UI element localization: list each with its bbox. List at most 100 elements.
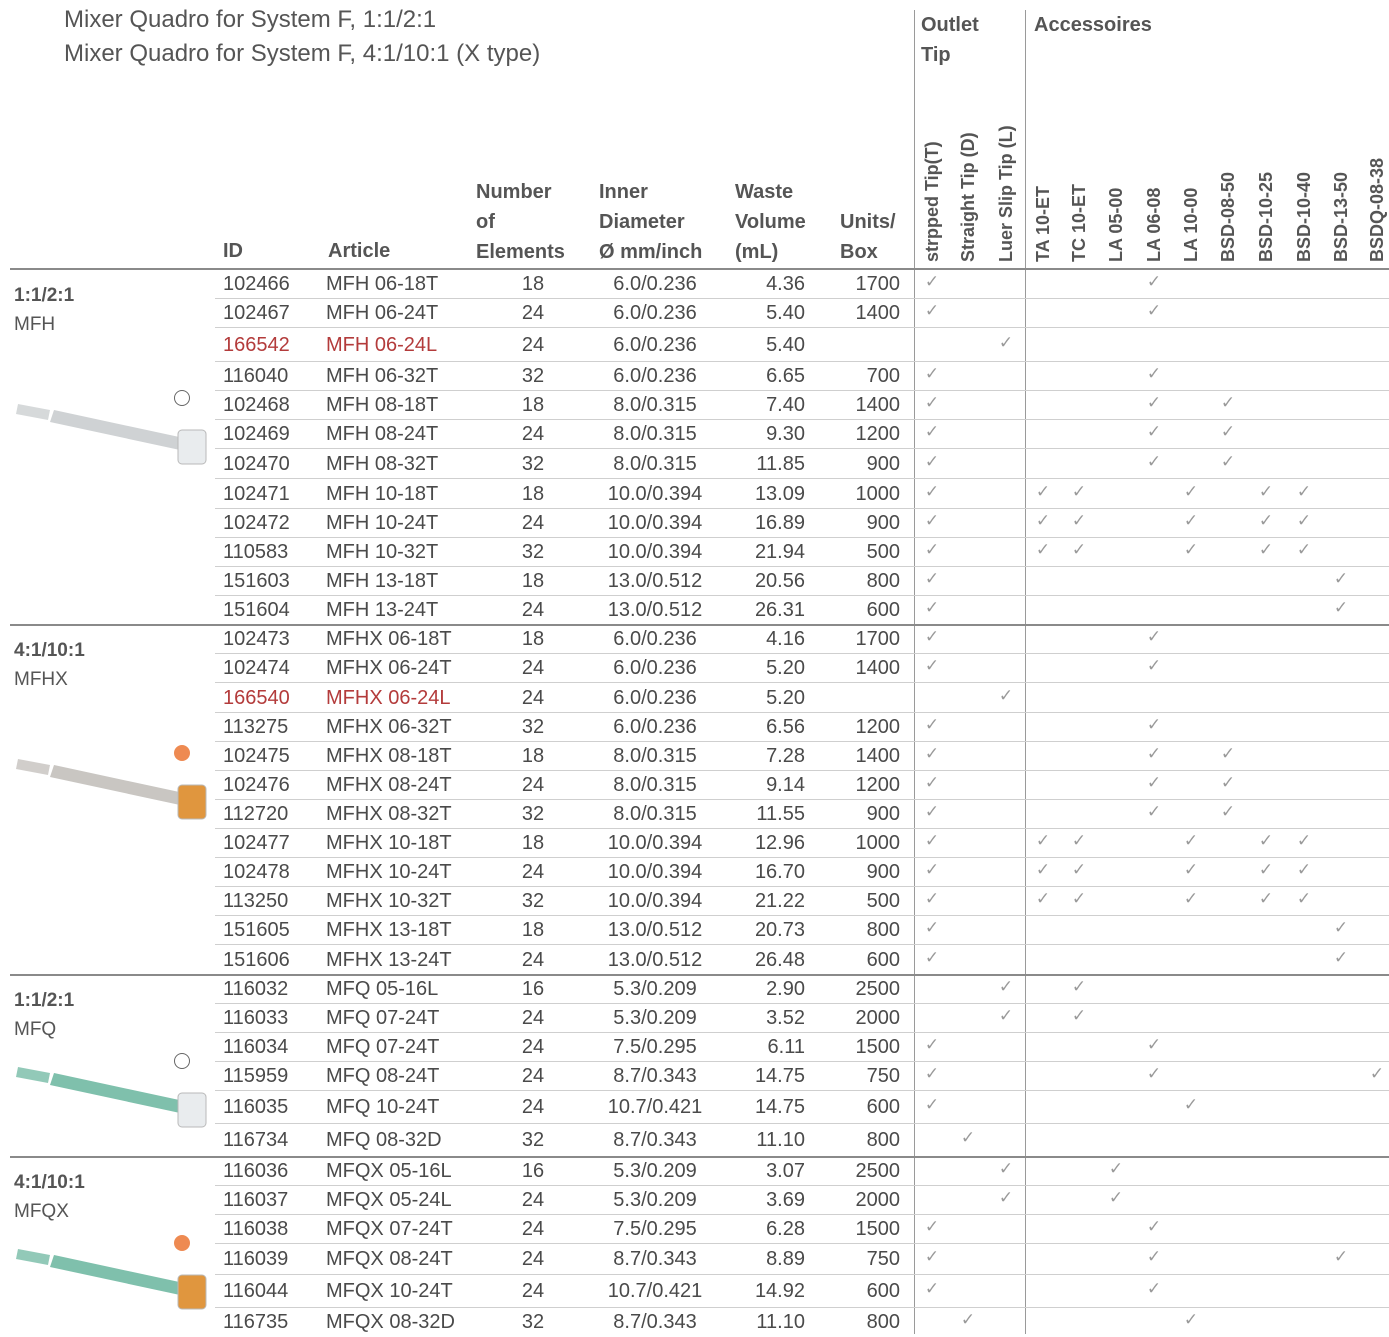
- row-separator: [215, 712, 1389, 713]
- cell-diameter: 10.0/0.394: [607, 861, 703, 883]
- header-diameter-line2: Diameter: [599, 211, 685, 233]
- table-row: 116040 MFH 06-32T 32 6.0/0.236 6.65 700 ✓ ✓: [0, 362, 1389, 391]
- header-accessories: Accessoires: [1034, 14, 1152, 36]
- row-separator: [215, 1307, 1389, 1308]
- cell-id: 116036: [223, 1160, 289, 1182]
- cell-diameter: 6.0/0.236: [613, 657, 697, 679]
- cell-diameter: 13.0/0.512: [607, 919, 703, 941]
- cell-units: 2000: [855, 1007, 901, 1029]
- cell-id: 102471: [223, 482, 290, 505]
- header-number-line2: of: [476, 211, 495, 233]
- cell-elements: 24: [521, 657, 545, 679]
- cell-elements: 32: [521, 1311, 545, 1333]
- row-separator: [215, 478, 1389, 479]
- table-row: 102472 MFH 10-24T 24 10.0/0.394 16.89 900 ✓ ✓ ✓ ✓…: [0, 509, 1389, 538]
- cell-article: MFQX 08-24T: [326, 1248, 453, 1270]
- group-code: MFQX: [14, 1201, 69, 1222]
- cell-elements: 24: [521, 1280, 545, 1302]
- cell-elements: 18: [521, 482, 545, 505]
- cell-article: MFHX 08-18T: [326, 745, 452, 767]
- cell-units: 1400: [855, 657, 901, 679]
- check-icon: ✓: [1296, 481, 1312, 501]
- cell-elements: 24: [521, 1036, 545, 1058]
- check-icon: ✓: [1333, 569, 1349, 588]
- cell-waste: 6.56: [766, 716, 805, 738]
- cell-units: 600: [866, 599, 900, 621]
- tip-col-header-6: LA 06-08: [1144, 187, 1164, 262]
- check-icon: ✓: [924, 1247, 940, 1266]
- cell-elements: 24: [521, 1248, 545, 1270]
- cell-elements: 18: [521, 745, 545, 767]
- cell-units: 600: [866, 948, 900, 971]
- subtitle-1: Mixer Quadro for System F, 1:1/2:1: [64, 6, 437, 33]
- cell-diameter: 6.0/0.236: [613, 333, 697, 356]
- cell-id: 102477: [223, 832, 290, 854]
- check-icon: ✓: [1146, 715, 1162, 734]
- table-row: 116032 MFQ 05-16L 16 5.3/0.209 2.90 2500 ✓ ✓: [0, 975, 1389, 1004]
- row-separator: [215, 508, 1389, 509]
- cell-waste: 9.14: [766, 774, 805, 796]
- group-separator: [10, 974, 1389, 976]
- cell-units: 2500: [855, 978, 901, 1000]
- check-icon: ✓: [924, 393, 940, 412]
- cell-units: 2000: [855, 1189, 901, 1211]
- cell-units: 1500: [855, 1036, 901, 1058]
- static-mixer-icon: [16, 1067, 207, 1128]
- cell-article: MFHX 10-18T: [326, 832, 452, 854]
- cell-waste: 9.30: [766, 423, 805, 445]
- cell-diameter: 10.7/0.421: [607, 1096, 703, 1118]
- check-icon: ✓: [1071, 1006, 1087, 1025]
- header-number: Number of Elements: [476, 177, 565, 267]
- cell-elements: 24: [521, 774, 545, 796]
- check-icon: ✓: [1296, 540, 1312, 559]
- cell-article: MFH 10-24T: [326, 512, 439, 534]
- row-separator: [215, 1243, 1389, 1244]
- cell-diameter: 8.0/0.315: [613, 745, 697, 767]
- check-icon: ✓: [924, 1217, 940, 1236]
- cell-article: MFH 06-18T: [326, 273, 439, 295]
- check-icon: ✓: [924, 569, 940, 588]
- cell-waste: 4.36: [766, 273, 805, 295]
- cell-id: 116735: [223, 1311, 289, 1333]
- header-units-line2: Box: [840, 241, 878, 263]
- header-article: Article: [328, 240, 391, 262]
- cell-id: 102468: [223, 394, 290, 416]
- check-icon: ✓: [924, 481, 940, 501]
- cell-elements: 24: [521, 423, 545, 445]
- table-row: 166540 MFHX 06-24L 24 6.0/0.236 5.20 ✓: [0, 684, 1389, 713]
- table-row: 102469 MFH 08-24T 24 8.0/0.315 9.30 1200 ✓ ✓ ✓: [0, 420, 1389, 449]
- table-row: 116036 MFQX 05-16L 16 5.3/0.209 3.07 2500 ✓ ✓: [0, 1157, 1389, 1186]
- header-units-line1: Units/: [840, 211, 896, 233]
- tip-col-header-9: BSD-10-25: [1256, 171, 1276, 262]
- cell-article: MFQX 10-24T: [326, 1280, 453, 1302]
- check-icon: ✓: [1146, 627, 1162, 646]
- cell-waste: 20.56: [754, 570, 805, 592]
- cell-waste: 11.10: [756, 1311, 805, 1333]
- table-row: 151604 MFH 13-24T 24 13.0/0.512 26.31 600 ✓ ✓: [0, 596, 1389, 625]
- cell-id: 112720: [223, 803, 289, 825]
- static-mixer-icon: [16, 1249, 207, 1310]
- tip-col-header-3: TA 10-ET: [1033, 185, 1053, 262]
- row-separator: [215, 1003, 1389, 1004]
- row-separator: [215, 1123, 1389, 1124]
- cell-id: 110583: [223, 541, 289, 563]
- cell-units: 700: [866, 365, 900, 387]
- check-icon: ✓: [924, 860, 940, 879]
- cell-diameter: 8.7/0.343: [613, 1248, 697, 1270]
- cell-diameter: 8.0/0.315: [613, 394, 697, 416]
- cell-waste: 26.31: [754, 599, 805, 621]
- filled-circle-icon: [174, 745, 190, 761]
- cell-waste: 5.40: [766, 333, 805, 356]
- cell-article: MFHX 13-18T: [326, 919, 452, 941]
- cell-elements: 24: [521, 302, 545, 324]
- cell-id: 116044: [223, 1280, 289, 1302]
- cell-article: MFH 10-18T: [326, 482, 439, 505]
- check-icon: ✓: [1183, 831, 1199, 850]
- cell-waste: 7.28: [766, 745, 805, 767]
- row-separator: [215, 1061, 1389, 1062]
- cell-waste: 3.69: [766, 1189, 805, 1211]
- table-row: 116734 MFQ 08-32D 32 8.7/0.343 11.10 800 ✓: [0, 1126, 1389, 1155]
- header-number-line3: Elements: [476, 241, 565, 263]
- header-id: ID: [223, 240, 243, 262]
- cell-waste: 3.07: [766, 1160, 805, 1182]
